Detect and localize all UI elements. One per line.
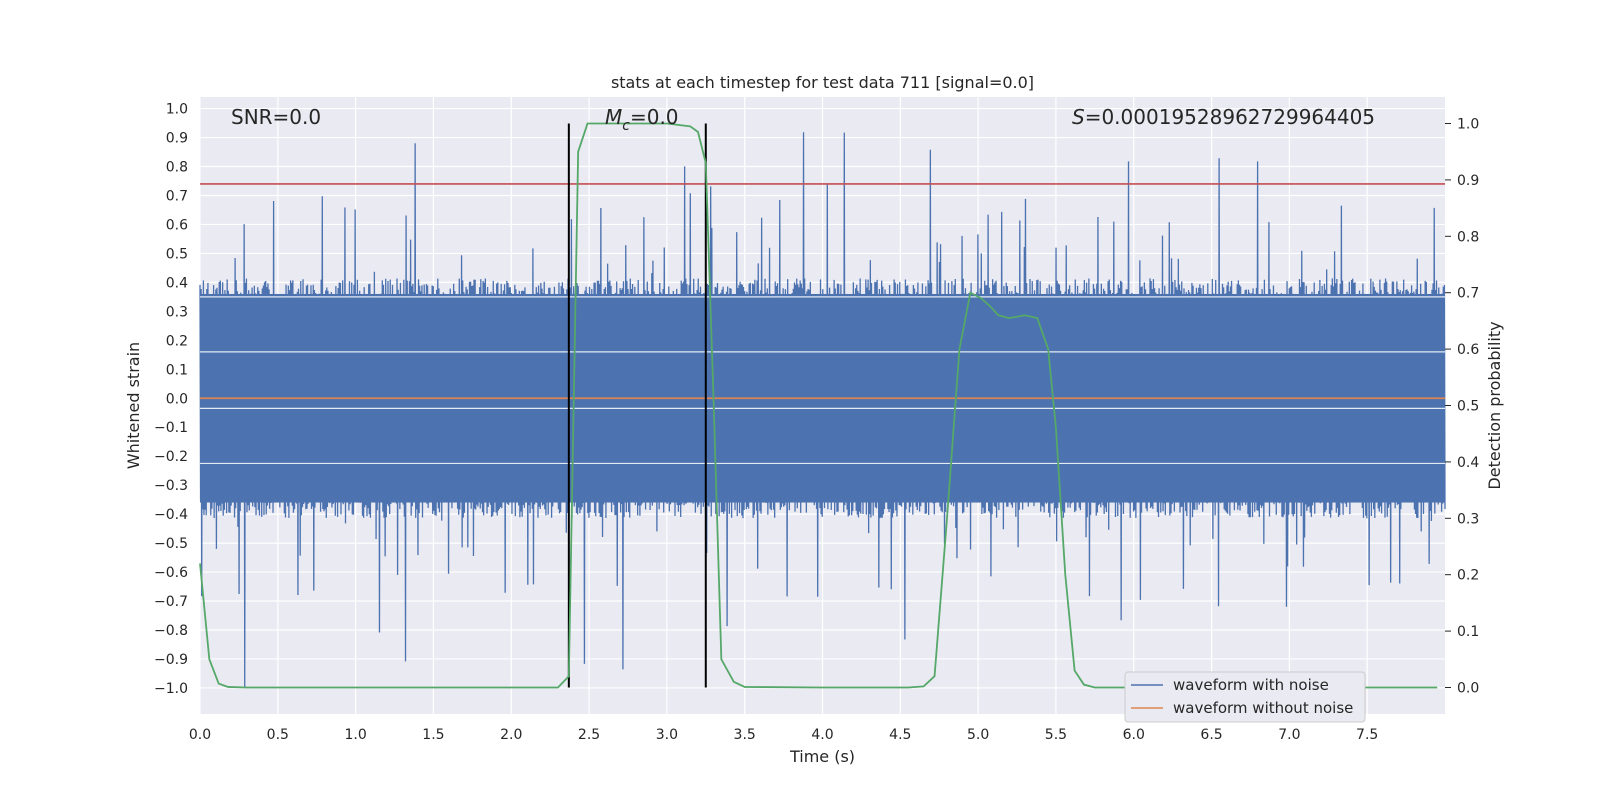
x-tick-label: 2.5 bbox=[578, 727, 600, 743]
legend: waveform with noise waveform without noi… bbox=[1124, 671, 1366, 723]
y2-tick-label: 0.6 bbox=[1457, 342, 1479, 358]
mc-value: =0.0 bbox=[630, 105, 679, 129]
y-tick-label: −0.8 bbox=[154, 623, 188, 639]
mc-symbol: M bbox=[605, 105, 622, 129]
y2-tick-label: 0.9 bbox=[1457, 173, 1479, 189]
x-tick-label: 3.0 bbox=[656, 727, 678, 743]
legend-label-waveform-without-noise: waveform without noise bbox=[1173, 699, 1353, 717]
mc-annotation: Mc=0.0 bbox=[605, 105, 679, 134]
y-tick-label: −0.4 bbox=[154, 507, 188, 523]
legend-label-waveform-with-noise: waveform with noise bbox=[1173, 676, 1329, 694]
x-tick-label: 4.5 bbox=[889, 727, 911, 743]
y2-tick-label: 0.0 bbox=[1457, 680, 1479, 696]
y2-tick-label: 0.3 bbox=[1457, 511, 1479, 527]
y2-tick-label: 0.4 bbox=[1457, 455, 1479, 471]
x-tick-label: 1.0 bbox=[344, 727, 366, 743]
y2-axis-label: Detection probability bbox=[1485, 321, 1504, 489]
x-tick-label: 7.5 bbox=[1356, 727, 1378, 743]
y-tick-label: 0.1 bbox=[166, 362, 188, 378]
y-tick-label: −0.5 bbox=[154, 536, 188, 552]
x-tick-label: 4.0 bbox=[811, 727, 833, 743]
x-axis-label: Time (s) bbox=[789, 747, 855, 766]
y2-tick-label: 0.2 bbox=[1457, 568, 1479, 584]
y2-tick-label: 0.1 bbox=[1457, 624, 1479, 640]
chart-title: stats at each timestep for test data 711… bbox=[611, 73, 1034, 92]
overlay-lines bbox=[199, 122, 1445, 689]
y-tick-label: 0.5 bbox=[166, 246, 188, 262]
x-tick-label: 3.5 bbox=[734, 727, 756, 743]
y-tick-label: −0.7 bbox=[154, 594, 188, 610]
y-tick-label: 1.0 bbox=[166, 102, 188, 118]
noise-waveform-line bbox=[199, 132, 1446, 687]
s-value: =0.0001952896272996440​5 bbox=[1085, 105, 1375, 129]
x-tick-label: 5.5 bbox=[1045, 727, 1067, 743]
mc-subscript: c bbox=[622, 118, 630, 134]
y2-tick-label: 0.7 bbox=[1457, 286, 1479, 302]
x-tick-label: 6.5 bbox=[1200, 727, 1222, 743]
y2-tick-label: 0.5 bbox=[1457, 399, 1479, 415]
y2-tick-label: 0.8 bbox=[1457, 229, 1479, 245]
x-tick-label: 6.0 bbox=[1123, 727, 1145, 743]
legend-box bbox=[1124, 671, 1366, 723]
x-tick-label: 0.5 bbox=[267, 727, 289, 743]
y-tick-label: −0.9 bbox=[154, 652, 188, 668]
axes: 0.0 0.5 1.0 1.5 2.0 2.5 3.0 3.5 4.0 4.5 5.0 5.5 6.0 6… bbox=[154, 102, 1479, 743]
y-tick-label: −0.2 bbox=[154, 449, 188, 465]
y-tick-label: −1.0 bbox=[154, 681, 188, 697]
y-tick-label: −0.1 bbox=[154, 420, 188, 436]
y-tick-label: 0.8 bbox=[166, 160, 188, 176]
y-tick-label: 0.7 bbox=[166, 188, 188, 204]
snr-annotation: SNR=0.0 bbox=[231, 105, 321, 129]
y-tick-label: 0.3 bbox=[166, 304, 188, 320]
x-tick-label: 0.0 bbox=[189, 727, 211, 743]
y-axis-label: Whitened strain bbox=[124, 342, 143, 469]
y-tick-label: 0.6 bbox=[166, 217, 188, 233]
y-tick-label: −0.6 bbox=[154, 565, 188, 581]
y-tick-label: 0.9 bbox=[166, 131, 188, 147]
y-tick-label: 0.0 bbox=[166, 391, 188, 407]
x-tick-label: 1.5 bbox=[422, 727, 444, 743]
y-tick-label: 0.2 bbox=[166, 333, 188, 349]
s-annotation: S=0.0001952896272996440​5 bbox=[1072, 105, 1375, 129]
x-tick-label: 7.0 bbox=[1278, 727, 1300, 743]
y2-tick-label: 1.0 bbox=[1457, 117, 1479, 133]
y-tick-label: −0.3 bbox=[154, 478, 188, 494]
x-tick-label: 2.0 bbox=[500, 727, 522, 743]
y-tick-label: 0.4 bbox=[166, 275, 188, 291]
x-tick-label: 5.0 bbox=[967, 727, 989, 743]
s-symbol: S bbox=[1072, 105, 1085, 129]
detection-probability-line bbox=[199, 122, 1438, 689]
